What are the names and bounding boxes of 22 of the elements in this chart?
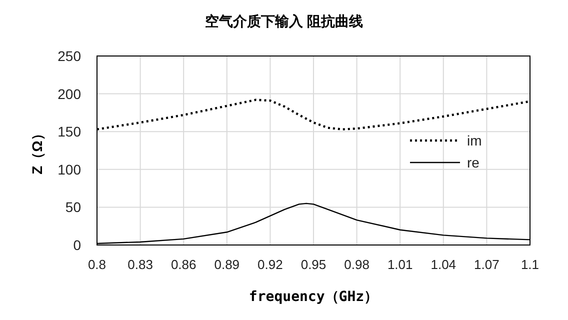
x-axis-title: frequency（GHz） (248, 289, 378, 305)
y-tick-label: 0 (73, 237, 82, 253)
x-tick-label: 0.89 (214, 257, 240, 272)
x-tick-label: 1.1 (520, 257, 540, 272)
x-tick-label: 0.8 (88, 257, 106, 272)
legend-label: re (467, 154, 480, 170)
y-tick-label: 200 (58, 86, 82, 102)
x-tick-label: 0.92 (258, 257, 283, 272)
x-tick-label: 0.98 (344, 257, 370, 272)
chart-title: 空气介质下输入 阻抗曲线 (205, 13, 363, 29)
x-tick-label: 0.95 (300, 257, 326, 272)
y-tick-label: 150 (58, 124, 82, 140)
x-tick-label: 1.01 (387, 257, 413, 272)
y-tick-label: 100 (58, 161, 82, 178)
y-tick-label: 50 (65, 199, 82, 216)
x-tick-label: 0.86 (170, 257, 196, 272)
x-tick-label: 1.04 (430, 257, 456, 272)
y-tick-label: 250 (58, 48, 82, 64)
y-axis-title: Z（Ω） (29, 126, 45, 174)
legend-label: im (467, 132, 482, 148)
x-tick-label: 1.07 (474, 257, 500, 272)
x-tick-label: 0.83 (128, 257, 153, 272)
